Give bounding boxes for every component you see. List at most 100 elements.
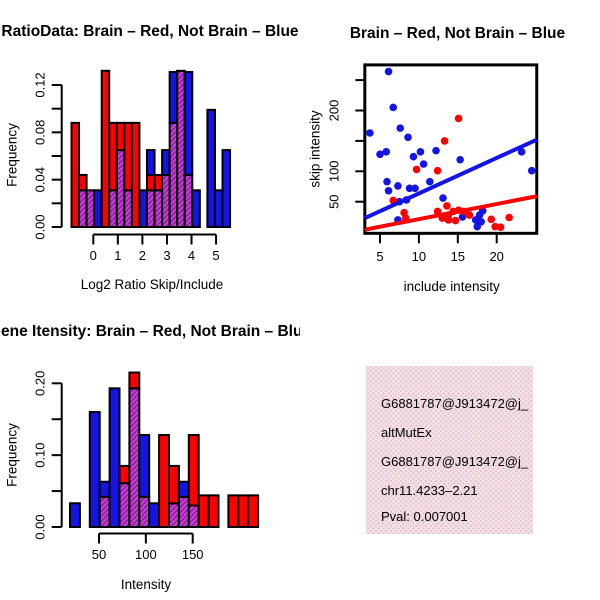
x-tick-label: 10	[412, 249, 426, 264]
y-axis: 0.00 0.10 0.20	[33, 371, 63, 540]
blue-bar-segment	[98, 480, 111, 498]
blue-point	[416, 148, 425, 156]
panel-title: Gene Itensity: Brain – Red, Not Brain – …	[0, 323, 311, 340]
red-bar-segment	[108, 121, 118, 192]
x-tick-label: 5	[212, 248, 219, 263]
blue-bar-segment	[168, 70, 179, 124]
blue-point	[384, 186, 393, 195]
red-bar-segment	[187, 434, 200, 507]
blue-point	[376, 150, 384, 159]
blue-bar-segment	[138, 189, 148, 229]
x-tick-label: 1	[114, 248, 121, 263]
red-bar-segment	[118, 464, 131, 485]
blue-point	[432, 146, 440, 155]
y-axis: 0.00 0.04 0.08 0.12	[33, 72, 63, 240]
blue-point	[475, 211, 484, 219]
red-bar-segment	[227, 494, 240, 529]
y-tick-label: 0.12	[33, 72, 48, 97]
purple-bar-segment	[128, 387, 141, 528]
x-tick-label: 20	[489, 249, 503, 264]
red-bar-segment	[115, 121, 126, 152]
red-bar-segment	[100, 69, 111, 228]
blue-bar-segment	[138, 434, 151, 498]
panel-intensity-histogram: 0.00 0.10 0.20 50 100 150 Frequency Intensity Ge…	[0, 323, 311, 592]
blue-bar-segment	[88, 411, 101, 528]
blue-bar-segment	[213, 189, 224, 229]
y-tick-label: 50	[327, 194, 342, 208]
x-axis: 5 10 15 20	[376, 233, 504, 264]
info-line-event-type: altMutEx	[381, 425, 432, 440]
purple-bar-segment	[183, 173, 194, 228]
blue-bar-segment	[69, 502, 81, 529]
red-bar-segment	[128, 371, 141, 390]
purple-bar-segment	[98, 495, 111, 528]
x-tick-label: 15	[451, 249, 465, 264]
purple-bar-segment	[78, 189, 88, 229]
red-point	[443, 202, 451, 210]
red-bar-segment	[207, 494, 220, 529]
red-bar-segment	[78, 173, 88, 192]
red-point	[440, 137, 449, 145]
x-tick-label: 2	[139, 248, 146, 263]
panel-info-box: G6881787@J913472@j_ altMutEx G6881787@J9…	[366, 366, 533, 534]
purple-bar-segment	[187, 504, 200, 529]
blue-point	[396, 124, 405, 132]
blue-bar-segment	[146, 149, 156, 176]
panel-title: RatioData: Brain – Red, Not Brain – Blue	[1, 23, 299, 40]
x-tick-label: 100	[135, 547, 157, 562]
y-axis-title: skip intensity	[308, 110, 323, 188]
purple-bar-segment	[123, 189, 133, 229]
blue-point	[419, 160, 428, 168]
red-point	[454, 114, 463, 123]
purple-bar-segment	[161, 173, 171, 228]
blue-bar-segment	[93, 189, 103, 229]
red-bar-segment	[168, 464, 180, 505]
info-line-gene-id: G6881787@J913472@j_	[381, 396, 529, 411]
red-bar-segment	[197, 494, 210, 529]
blue-point	[409, 152, 418, 161]
blue-bar-segment	[177, 480, 190, 498]
blue-point	[366, 129, 374, 137]
regression-lines	[363, 137, 538, 232]
blue-bar-segment	[206, 108, 216, 228]
blue-point	[384, 67, 393, 76]
x-tick-label: 5	[376, 249, 383, 264]
y-tick-label: 0.08	[33, 120, 48, 145]
info-line-gene-id-2: G6881787@J913472@j_	[381, 454, 529, 469]
purple-bar-segment	[138, 495, 151, 528]
purple-bar-segment	[168, 502, 180, 529]
red-point	[444, 216, 453, 224]
blue-point	[517, 148, 526, 156]
plot-frame	[363, 63, 539, 235]
y-axis-title: Frequency	[5, 423, 20, 487]
purple-bar-segment	[108, 189, 118, 229]
x-tick-label: 150	[182, 547, 204, 562]
y-tick-label: 200	[327, 100, 342, 122]
red-bar-segment	[158, 434, 171, 528]
panel-ratio-histogram: 0.00 0.04 0.08 0.12 0 1 2 3 4 5 Frequency Log2 Rati…	[1, 23, 299, 292]
blue-point	[425, 177, 434, 186]
info-box-background	[366, 366, 533, 534]
y-tick-label: 0.10	[33, 442, 48, 467]
blue-point	[383, 177, 391, 186]
blue-fit-line	[363, 137, 538, 220]
purple-bar-segment	[176, 69, 186, 228]
red-bar-segment	[130, 121, 141, 228]
blue-bar-segment	[148, 502, 161, 529]
blue-point	[473, 222, 482, 231]
red-fit-line	[364, 194, 538, 232]
blue-bar-segment	[108, 387, 121, 528]
purple-bar-segment	[168, 121, 179, 228]
red-bar-segment	[123, 121, 133, 192]
y-axis: 50 100 200	[327, 79, 365, 209]
y-axis-title: Frequency	[5, 123, 20, 187]
histogram-bars	[70, 69, 232, 229]
panel-intensity-scatter: 5 10 15 20 50 100 200 skip intensity include int…	[308, 25, 566, 294]
blue-point	[456, 155, 464, 164]
blue-bar-segment	[221, 149, 232, 228]
x-axis-title: Log2 Ratio Skip/Include	[81, 277, 224, 292]
y-tick-label: 0.00	[33, 514, 48, 539]
blue-point	[405, 184, 414, 193]
